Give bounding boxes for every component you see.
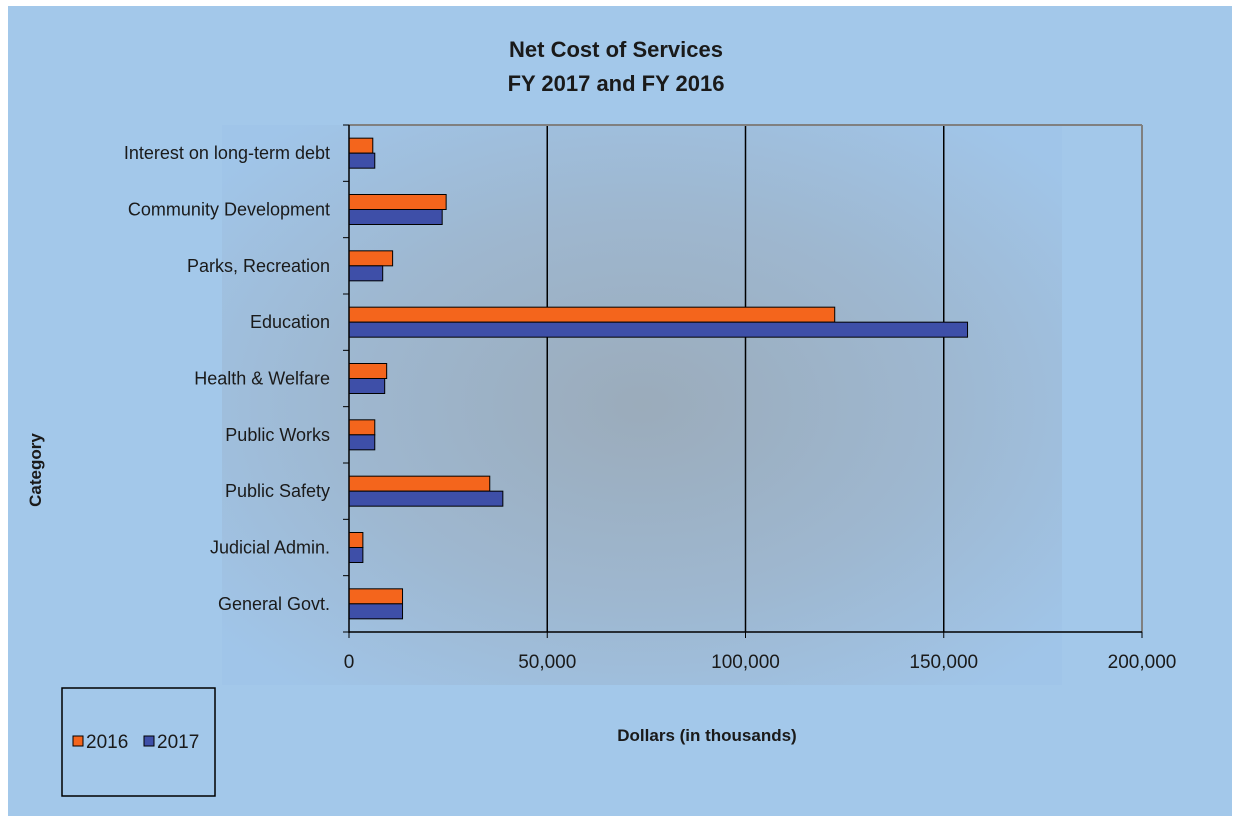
category-label: Health & Welfare bbox=[194, 369, 330, 389]
x-tick-label: 0 bbox=[344, 652, 355, 673]
bar-2017-parks-recreation bbox=[348, 265, 384, 282]
bar-2016-judicial-admin bbox=[348, 532, 364, 548]
bar-2016-public-works bbox=[348, 419, 376, 436]
bar-2017-education bbox=[348, 321, 969, 338]
category-label: Interest on long-term debt bbox=[124, 143, 330, 163]
bar-2017-community-development bbox=[348, 209, 443, 225]
chart-title: Net Cost of Services bbox=[509, 37, 723, 62]
category-label: Public Works bbox=[225, 425, 330, 445]
category-label: Public Safety bbox=[225, 481, 330, 501]
x-tick-labels: 0 50,000 100,000 150,000 200,000 bbox=[344, 652, 1177, 673]
legend-frame bbox=[61, 687, 216, 797]
category-labels: General Govt. Judicial Admin. Public Safet… bbox=[124, 143, 330, 614]
bar-2016-interest-on-long-term-debt bbox=[348, 137, 374, 154]
bar-2017-public-safety bbox=[348, 490, 504, 507]
x-tick-label: 100,000 bbox=[711, 652, 780, 673]
bar-2017-health-welfare bbox=[348, 378, 386, 394]
bar-2016-health-welfare bbox=[348, 363, 388, 379]
grid-lines bbox=[349, 124, 1143, 632]
bar-2017-interest-on-long-term-debt bbox=[348, 152, 376, 169]
category-label: General Govt. bbox=[218, 594, 330, 614]
bar-2016-public-safety bbox=[348, 475, 491, 492]
legend-swatch-2017 bbox=[143, 735, 155, 747]
plot-area-background bbox=[222, 125, 1062, 685]
bar-2017-general-govt bbox=[348, 603, 404, 620]
bar-2016-community-development bbox=[348, 194, 447, 210]
bar-2017-judicial-admin bbox=[348, 547, 364, 563]
category-label: Education bbox=[250, 312, 330, 332]
axes bbox=[343, 124, 1143, 638]
bar-2016-parks-recreation bbox=[348, 250, 394, 267]
x-tick-label: 150,000 bbox=[909, 652, 978, 673]
bar-2017-public-works bbox=[348, 434, 376, 451]
y-axis-title: Category bbox=[26, 433, 45, 507]
x-tick-label: 200,000 bbox=[1108, 652, 1177, 673]
chart-subtitle: FY 2017 and FY 2016 bbox=[508, 71, 725, 96]
category-label: Judicial Admin. bbox=[210, 538, 330, 558]
x-axis-title: Dollars (in thousands) bbox=[617, 726, 796, 745]
bars bbox=[348, 137, 969, 620]
legend-label-2017: 2017 bbox=[157, 732, 199, 753]
bar-2016-general-govt bbox=[348, 588, 404, 605]
legend: 2016 2017 bbox=[61, 687, 216, 797]
x-tick-label: 50,000 bbox=[518, 652, 576, 673]
legend-swatch-2016 bbox=[72, 735, 84, 747]
category-label: Community Development bbox=[128, 200, 330, 220]
category-label: Parks, Recreation bbox=[187, 256, 330, 276]
legend-label-2016: 2016 bbox=[86, 732, 128, 753]
bar-2016-education bbox=[348, 306, 836, 323]
